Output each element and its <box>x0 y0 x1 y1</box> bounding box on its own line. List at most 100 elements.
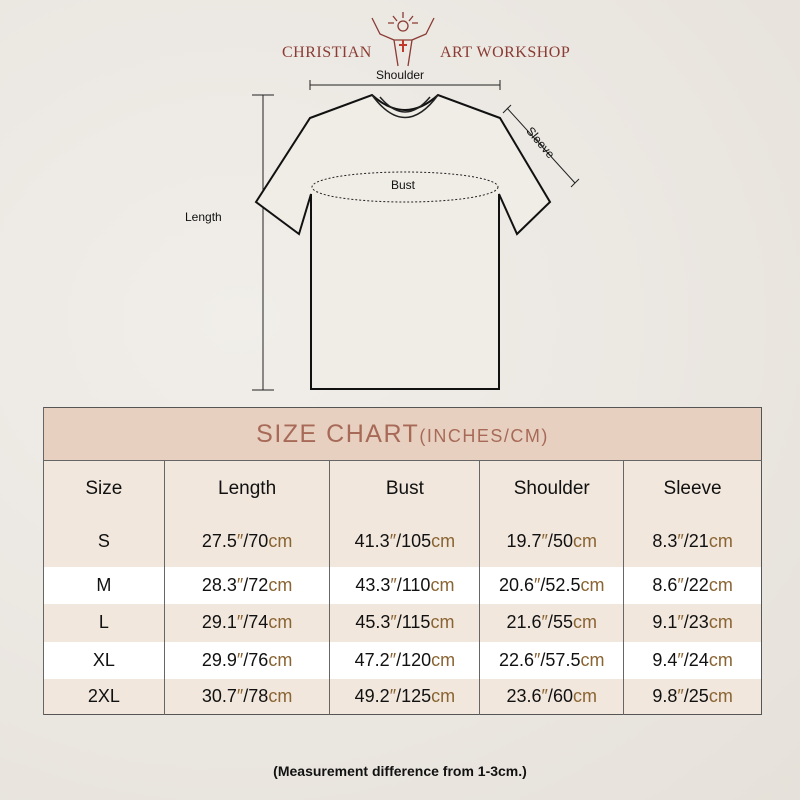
inch-mark: ″ <box>677 612 684 632</box>
inch-value: 29.9 <box>201 649 237 670</box>
size-cell: XL <box>43 641 165 679</box>
length-measure-line <box>252 94 274 391</box>
title-text: SIZE CHART <box>256 419 420 448</box>
size-cell: S <box>43 516 165 567</box>
cm-unit: cm <box>430 612 455 632</box>
measurement-cell: 23.6″/60cm <box>479 678 624 715</box>
measurement-cell: 28.3″/72cm <box>163 566 330 604</box>
brand-right: ART WORKSHOP <box>440 44 571 61</box>
cm-value: 60 <box>552 685 573 706</box>
cm-unit: cm <box>708 574 733 595</box>
cm-unit: cm <box>268 685 293 706</box>
title-units: (INCHES/CM) <box>419 425 549 446</box>
cm-value: 76 <box>248 649 269 670</box>
cm-value: 125 <box>401 685 432 706</box>
cm-unit: cm <box>268 574 293 595</box>
table-row: S 27.5″/70cm 41.3″/105cm 19.7″/50cm 8.3″/21c… <box>43 516 762 567</box>
inch-value: 9.4 <box>652 649 678 670</box>
measurement-cell: 45.3″/115cm <box>329 603 480 642</box>
cm-value: 105 <box>401 531 432 551</box>
measurement-cell: 49.2″/125cm <box>329 678 480 715</box>
column-header: Sleeve <box>623 460 762 517</box>
cm-value: 72 <box>248 574 269 595</box>
inch-mark: ″ <box>236 612 244 632</box>
inch-mark: ″ <box>236 531 244 551</box>
measurement-cell: 47.2″/120cm <box>329 641 480 679</box>
inch-value: 9.8 <box>652 685 678 706</box>
cm-value: 110 <box>401 574 431 595</box>
cm-unit: cm <box>580 574 605 595</box>
cm-unit: cm <box>708 531 733 551</box>
cm-unit: cm <box>708 612 733 632</box>
tshirt-outline <box>254 93 552 390</box>
inch-mark: ″ <box>390 612 397 632</box>
inch-value: 8.3 <box>652 531 678 551</box>
inch-value: 27.5 <box>201 531 237 551</box>
size-cell: M <box>43 566 165 604</box>
measurement-cell: 8.3″/21cm <box>623 516 762 567</box>
cm-value: 70 <box>248 531 269 551</box>
cm-unit: cm <box>268 531 293 551</box>
length-label: Length <box>185 210 222 224</box>
inch-value: 43.3 <box>355 574 391 595</box>
cm-unit: cm <box>268 612 293 632</box>
cm-unit: cm <box>580 649 605 670</box>
inch-value: 30.7 <box>201 685 237 706</box>
inch-mark: ″ <box>677 685 684 706</box>
inch-value: 41.3 <box>354 531 390 551</box>
measurement-cell: 43.3″/110cm <box>329 566 480 604</box>
inch-mark: ″ <box>541 531 548 551</box>
measurement-cell: 22.6″/57.5cm <box>479 641 624 679</box>
column-header: Length <box>163 460 330 517</box>
measurement-cell: 30.7″/78cm <box>163 678 330 715</box>
measurement-cell: 29.1″/74cm <box>163 603 330 642</box>
table-row: XL 29.9″/76cm 47.2″/120cm 22.6″/57.5cm 9.4″/… <box>43 641 762 679</box>
inch-mark: ″ <box>677 531 684 551</box>
column-header: Bust <box>329 460 480 517</box>
inch-value: 22.6 <box>498 649 535 670</box>
cm-unit: cm <box>431 685 456 706</box>
inch-value: 19.7 <box>506 531 542 551</box>
measurement-cell: 41.3″/105cm <box>329 516 480 567</box>
cm-unit: cm <box>708 649 733 670</box>
measurement-cell: 9.8″/25cm <box>623 678 762 715</box>
inch-value: 20.6 <box>498 574 535 595</box>
cm-unit: cm <box>430 574 455 595</box>
size-chart-table: SIZE CHART(INCHES/CM) Size Length Bust Shou… <box>43 407 762 715</box>
inch-mark: ″ <box>534 574 541 595</box>
size-cell: 2XL <box>43 678 165 715</box>
measurement-cell: 19.7″/50cm <box>479 516 624 567</box>
shoulder-measure-line <box>309 80 501 90</box>
inch-mark: ″ <box>677 649 684 670</box>
inch-mark: ″ <box>389 649 397 670</box>
measurement-cell: 20.6″/52.5cm <box>479 566 624 604</box>
inch-value: 9.1 <box>652 612 678 632</box>
brand-left: CHRISTIAN <box>282 44 372 61</box>
cm-value: 21 <box>688 531 709 551</box>
cm-value: 24 <box>688 649 709 670</box>
bust-measure-line <box>311 171 499 203</box>
inch-value: 23.6 <box>506 685 542 706</box>
size-cell: L <box>43 603 165 642</box>
inch-value: 47.2 <box>354 649 390 670</box>
inch-mark: ″ <box>236 574 244 595</box>
inch-mark: ″ <box>541 612 548 632</box>
bust-label: Bust <box>391 178 416 192</box>
cm-unit: cm <box>268 649 293 670</box>
table-row: M 28.3″/72cm 43.3″/110cm 20.6″/52.5cm 8.6″/2… <box>43 566 762 604</box>
inch-value: 28.3 <box>201 574 237 595</box>
tshirt-diagram <box>252 80 580 391</box>
cm-unit: cm <box>431 649 456 670</box>
inch-value: 45.3 <box>355 612 391 632</box>
inch-mark: ″ <box>389 685 397 706</box>
inch-value: 8.6 <box>652 574 678 595</box>
cm-value: 22 <box>688 574 709 595</box>
inch-mark: ″ <box>534 649 541 670</box>
table-row: L 29.1″/74cm 45.3″/115cm 21.6″/55cm 9.1″/23c… <box>43 603 762 642</box>
measurement-cell: 29.9″/76cm <box>163 641 330 679</box>
inch-mark: ″ <box>677 574 684 595</box>
size-chart-title: SIZE CHART(INCHES/CM) <box>43 407 762 461</box>
cm-value: 74 <box>248 612 269 632</box>
cm-value: 55 <box>552 612 573 632</box>
inch-value: 29.1 <box>201 612 237 632</box>
